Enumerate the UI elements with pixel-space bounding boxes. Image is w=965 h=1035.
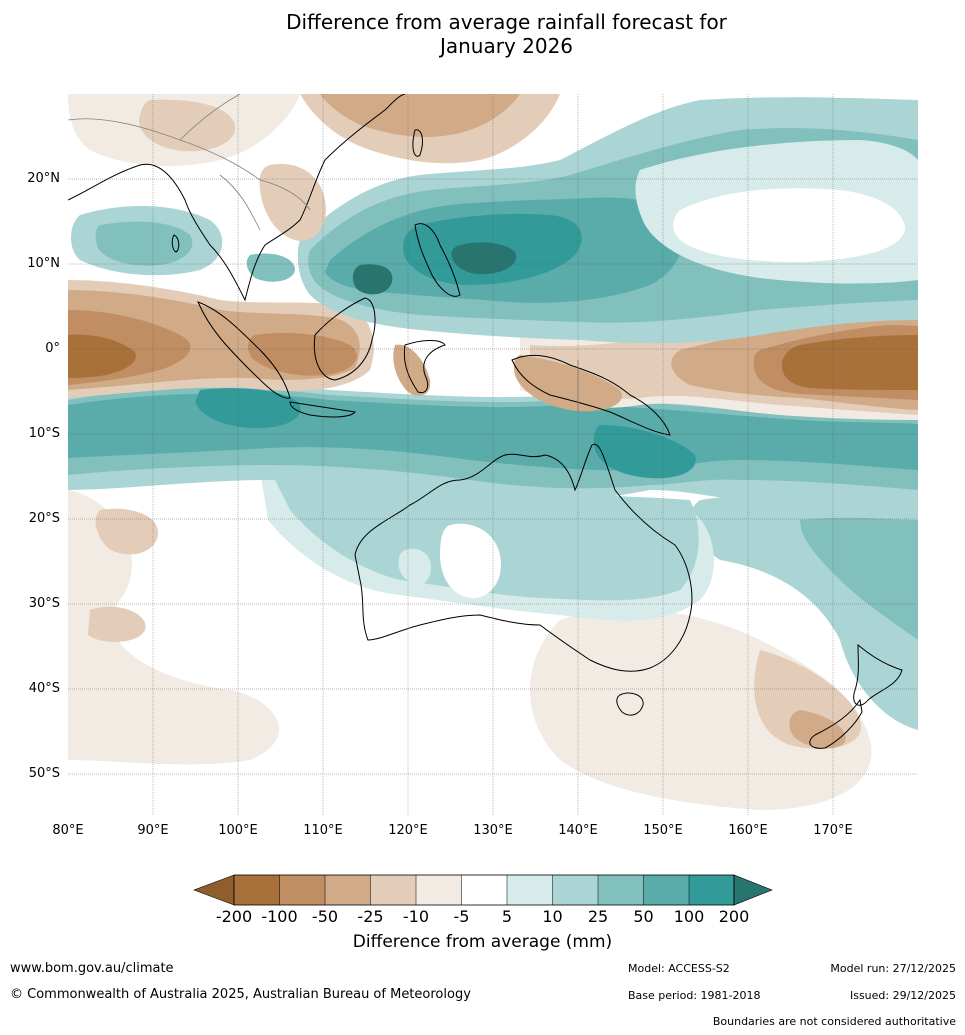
title-line-2: January 2026 — [439, 34, 574, 58]
sulawesi-dry-region — [393, 344, 431, 396]
asia-borders — [68, 94, 311, 231]
colorbar-bin-n10 — [416, 875, 462, 905]
tasman-dry-core — [789, 710, 846, 749]
borneo-coastline — [313, 297, 376, 381]
asia-mainland-coastline — [68, 94, 406, 302]
tasmania-coastline — [616, 692, 644, 716]
colorbar-bin-p5 — [507, 875, 553, 905]
rainfall-anomaly-field — [68, 94, 918, 816]
new-zealand-north-coastline — [853, 643, 903, 706]
footer-model: Model: ACCESS-S2 — [628, 962, 730, 975]
colorbar-title: Difference from average (mm) — [352, 932, 613, 952]
title-line-1: Difference from average rainfall forecas… — [286, 10, 727, 34]
sulawesi-coastline — [403, 340, 446, 394]
lat-label-40s: 40°S — [28, 681, 60, 696]
colorbar-bin-p50 — [643, 875, 689, 905]
new-guinea-coastline — [511, 354, 671, 436]
colorbar-tick: -5 — [453, 907, 470, 926]
colorbar-bin-zero — [461, 875, 507, 905]
australia-interior-dry-1 — [440, 523, 501, 599]
new-zealand-south-coastline — [809, 698, 863, 749]
colorbar-tick: -10 — [402, 907, 430, 926]
colorbar-bin-p100 — [689, 875, 734, 905]
colorbar-tick: 200 — [718, 907, 750, 926]
lat-label-50s: 50°S — [28, 766, 60, 781]
bay-of-bengal-wet-core — [95, 221, 193, 266]
lon-label-80e: 80°E — [52, 823, 84, 838]
colorbar-bin-n50 — [325, 875, 371, 905]
lon-label-160e: 160°E — [728, 823, 768, 838]
graticule — [68, 94, 918, 816]
colorbar-bin-n25 — [370, 875, 416, 905]
colorbar — [193, 874, 773, 906]
colorbar-tick: 100 — [673, 907, 705, 926]
lon-label-120e: 120°E — [388, 823, 428, 838]
footer-url[interactable]: www.bom.gov.au/climate — [10, 961, 174, 976]
colorbar-bin-p10 — [552, 875, 598, 905]
lat-label-0: 0° — [45, 341, 60, 356]
colorbar-bin-n200 — [234, 875, 280, 905]
south-china-sea-wet-peak — [352, 264, 393, 295]
gulf-of-thailand-wet — [246, 253, 295, 282]
new-guinea-dry-region — [513, 355, 622, 412]
lat-label-10s: 10°S — [28, 426, 60, 441]
footer-issued: Issued: 29/12/2025 — [849, 989, 956, 1002]
lon-label-100e: 100°E — [218, 823, 258, 838]
colorbar-extend-high — [733, 874, 773, 906]
sumatra-coastline — [197, 301, 291, 399]
south-dry-light-region — [68, 490, 279, 765]
philippines-coastline — [414, 223, 461, 297]
colorbar-frame — [233, 874, 735, 906]
indian-ocean-dry-patch — [88, 606, 146, 642]
timor-sea-wet-peak — [593, 425, 696, 479]
colorbar-tick: 5 — [501, 907, 513, 926]
indian-ocean-dry-patch-2 — [95, 508, 159, 555]
lon-label-110e: 110°E — [303, 823, 343, 838]
colorbar-tick: -25 — [357, 907, 384, 926]
colorbar-bin-n100 — [279, 875, 325, 905]
footer-model-run: Model run: 27/12/2025 — [830, 962, 956, 975]
colorbar-extend-low — [193, 874, 235, 906]
east-pacific-wet-core — [800, 517, 918, 640]
colorbar-tick: 25 — [587, 907, 609, 926]
colorbar-tick: 10 — [542, 907, 563, 926]
lon-label-150e: 150°E — [643, 823, 683, 838]
footer-disclaimer: Boundaries are not considered authoritat… — [712, 1015, 956, 1028]
australia-coastline — [354, 443, 693, 672]
colorbar-bin-p25 — [598, 875, 644, 905]
borneo-dry-core — [248, 333, 357, 376]
map-title: Difference from average rainfall forecas… — [0, 10, 965, 58]
footer-base-period: Base period: 1981-2018 — [628, 989, 761, 1002]
australia-interior-dry-2 — [398, 548, 431, 585]
philippines-wet-peak — [451, 242, 517, 275]
lon-label-170e: 170°E — [813, 823, 853, 838]
taiwan-coastline — [412, 129, 423, 157]
pacific-dry-core — [781, 335, 918, 390]
lat-label-30s: 30°S — [28, 596, 60, 611]
java-coastline — [289, 401, 356, 418]
colorbar-tick: -100 — [261, 907, 298, 926]
footer-copyright: © Commonwealth of Australia 2025, Austra… — [10, 987, 471, 1002]
indian-ocean-wet-peak — [195, 388, 301, 429]
colorbar-tick: -200 — [215, 907, 253, 926]
indochina-dry-region — [259, 163, 326, 241]
lon-label-90e: 90°E — [137, 823, 169, 838]
colorbar-tick: -50 — [311, 907, 339, 926]
lat-label-20s: 20°S — [28, 511, 60, 526]
colorbar-dividers — [279, 875, 690, 905]
sri-lanka-coastline — [171, 234, 180, 253]
lon-label-130e: 130°E — [473, 823, 513, 838]
lat-label-20n: 20°N — [27, 171, 60, 186]
china-dry-core — [320, 94, 520, 137]
lon-label-140e: 140°E — [558, 823, 598, 838]
colorbar-tick: 50 — [633, 907, 654, 926]
coastlines — [68, 94, 903, 749]
equatorial-dry-core-west — [68, 334, 136, 378]
north-pacific-normal-core — [673, 188, 905, 262]
lat-label-10n: 10°N — [27, 256, 60, 271]
